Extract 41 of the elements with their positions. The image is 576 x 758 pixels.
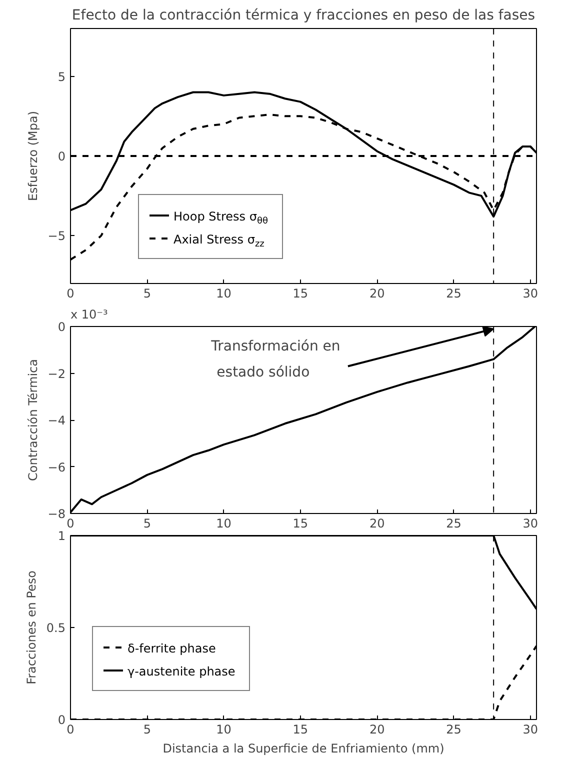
y-tick-label: −8	[48, 507, 66, 521]
y-tick-label: −5	[48, 229, 66, 244]
x-tick-label: 30	[522, 286, 538, 300]
x-tick-label: 20	[369, 286, 385, 300]
x-tick-label: 5	[143, 516, 151, 530]
x-tick-label: 20	[369, 722, 385, 736]
x-tick-label: 5	[143, 286, 151, 300]
y-tick-label: 0.5	[46, 621, 66, 635]
x-tick-label: 10	[216, 286, 232, 300]
y-tick-label: −2	[48, 366, 66, 381]
x-axis-title: Distancia a la Superficie de Enfriamiento (mm)	[162, 742, 444, 756]
x-tick-label: 0	[66, 722, 74, 736]
y-tick-label: −6	[48, 460, 66, 474]
annotation: Transformación en estado sólido	[210, 338, 340, 380]
x-tick-label: 15	[292, 516, 308, 530]
legend-label: δ-ferrite phase	[128, 642, 216, 656]
x-tick-label: 25	[446, 722, 462, 736]
x-tick-label: 20	[369, 516, 385, 530]
legend-label: γ-austenite phase	[128, 664, 236, 678]
x-tick-label: 30	[522, 516, 538, 530]
x-tick-label: 25	[446, 286, 462, 300]
x-tick-label: 15	[292, 286, 308, 300]
text: x 10⁻³	[70, 308, 108, 322]
y-tick-label: 0	[58, 320, 66, 334]
x-tick-label: 5	[143, 722, 151, 736]
y-tick-label: 0	[58, 713, 66, 727]
x-tick-label: 30	[522, 722, 538, 736]
x-tick-label: 0	[66, 286, 74, 300]
y-axis-title: Esfuerzo (Mpa)	[26, 110, 40, 202]
y-tick-label: 0	[58, 150, 66, 164]
x-tick-label: 15	[292, 722, 308, 736]
chart-title: Efecto de la contracción térmica y fracciones en peso de las fases	[72, 8, 536, 24]
y-axis-title: Fracciones en Peso	[24, 570, 38, 684]
y-tick-label: 5	[58, 70, 66, 84]
x-tick-label: 25	[446, 516, 462, 530]
y-tick-label: 1	[58, 529, 66, 543]
x-tick-label: 10	[216, 722, 232, 736]
x-tick-label: 10	[216, 516, 232, 530]
y-axis-title: Contracción Térmica	[26, 359, 40, 481]
y-tick-label: −4	[48, 414, 66, 428]
x-tick-label: 0	[66, 516, 74, 530]
